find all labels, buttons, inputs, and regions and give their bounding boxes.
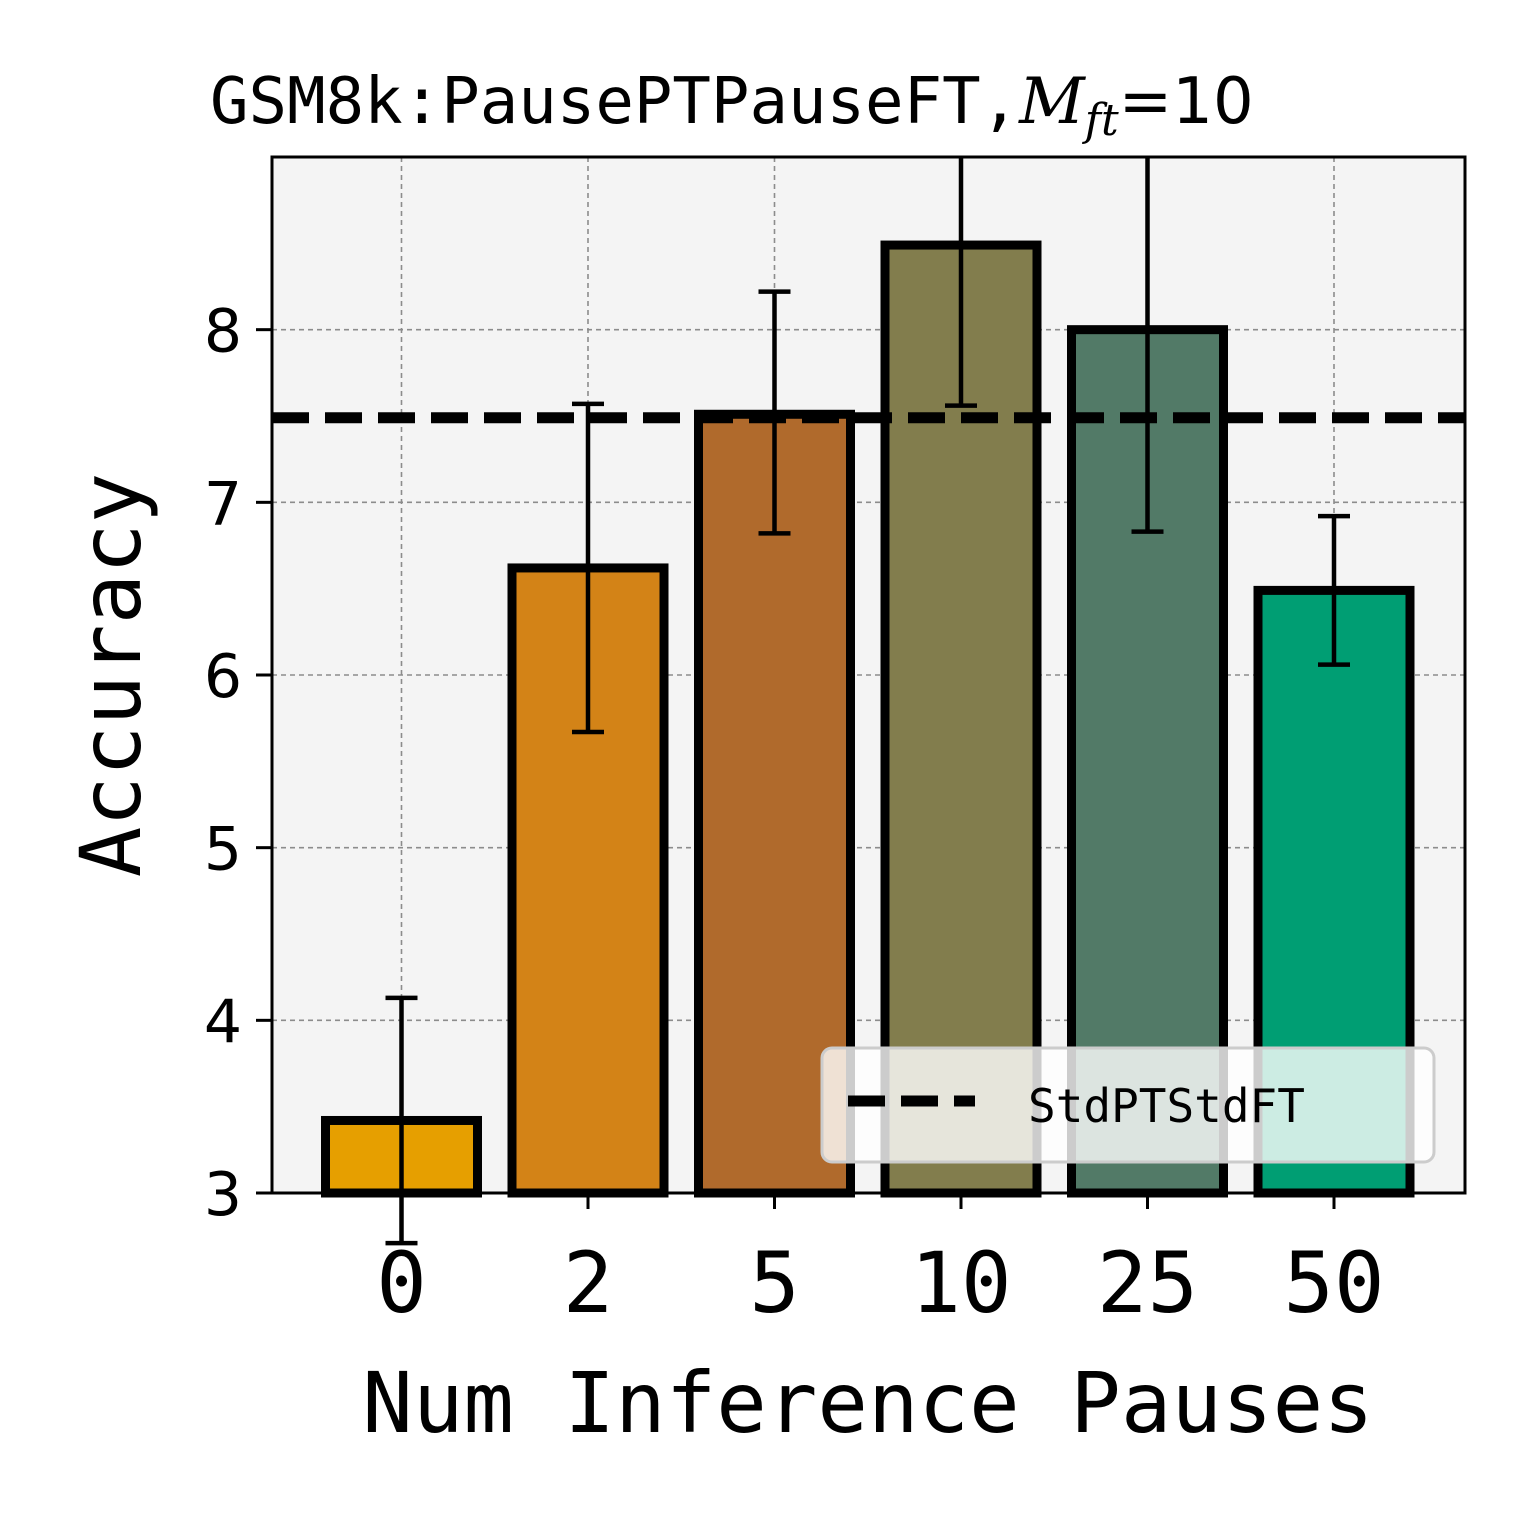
y-tick-label: 8 xyxy=(204,297,242,367)
x-tick-label: 10 xyxy=(910,1234,1011,1332)
y-tick-label: 3 xyxy=(204,1160,242,1230)
title-math-subscript: ft xyxy=(1082,95,1119,146)
legend: StdPTStdFT xyxy=(820,1046,1436,1164)
y-axis-ticks: 3 4 5 6 7 8 xyxy=(204,297,272,1230)
legend-box xyxy=(820,1046,1436,1164)
legend-label: StdPTStdFT xyxy=(1028,1079,1305,1133)
x-tick-label: 50 xyxy=(1283,1234,1384,1332)
title-math-symbol: M xyxy=(1018,65,1086,139)
y-axis-label: Accuracy xyxy=(62,473,160,878)
title-prefix: GSM8k:PausePTPauseFT, xyxy=(210,65,1019,139)
x-tick-label: 0 xyxy=(376,1234,427,1332)
x-tick-label: 25 xyxy=(1097,1234,1198,1332)
x-axis-ticks: 0 2 5 10 25 50 xyxy=(376,1193,1385,1332)
x-tick-label: 5 xyxy=(749,1234,800,1332)
x-tick-label: 2 xyxy=(563,1234,614,1332)
y-tick-label: 6 xyxy=(204,642,242,712)
title-math-suffix: =10 xyxy=(1119,65,1254,139)
y-tick-label: 4 xyxy=(204,987,242,1057)
y-tick-label: 7 xyxy=(204,469,242,539)
chart-title: GSM8k:PausePTPauseFT,Mft=10 xyxy=(210,65,1254,146)
x-axis-label: Num Inference Pauses xyxy=(362,1354,1373,1452)
y-tick-label: 5 xyxy=(204,815,242,885)
